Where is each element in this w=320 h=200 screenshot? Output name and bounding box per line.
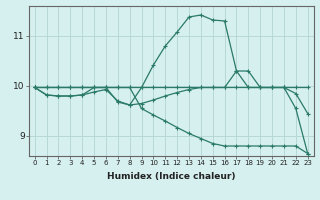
X-axis label: Humidex (Indice chaleur): Humidex (Indice chaleur) [107,172,236,181]
